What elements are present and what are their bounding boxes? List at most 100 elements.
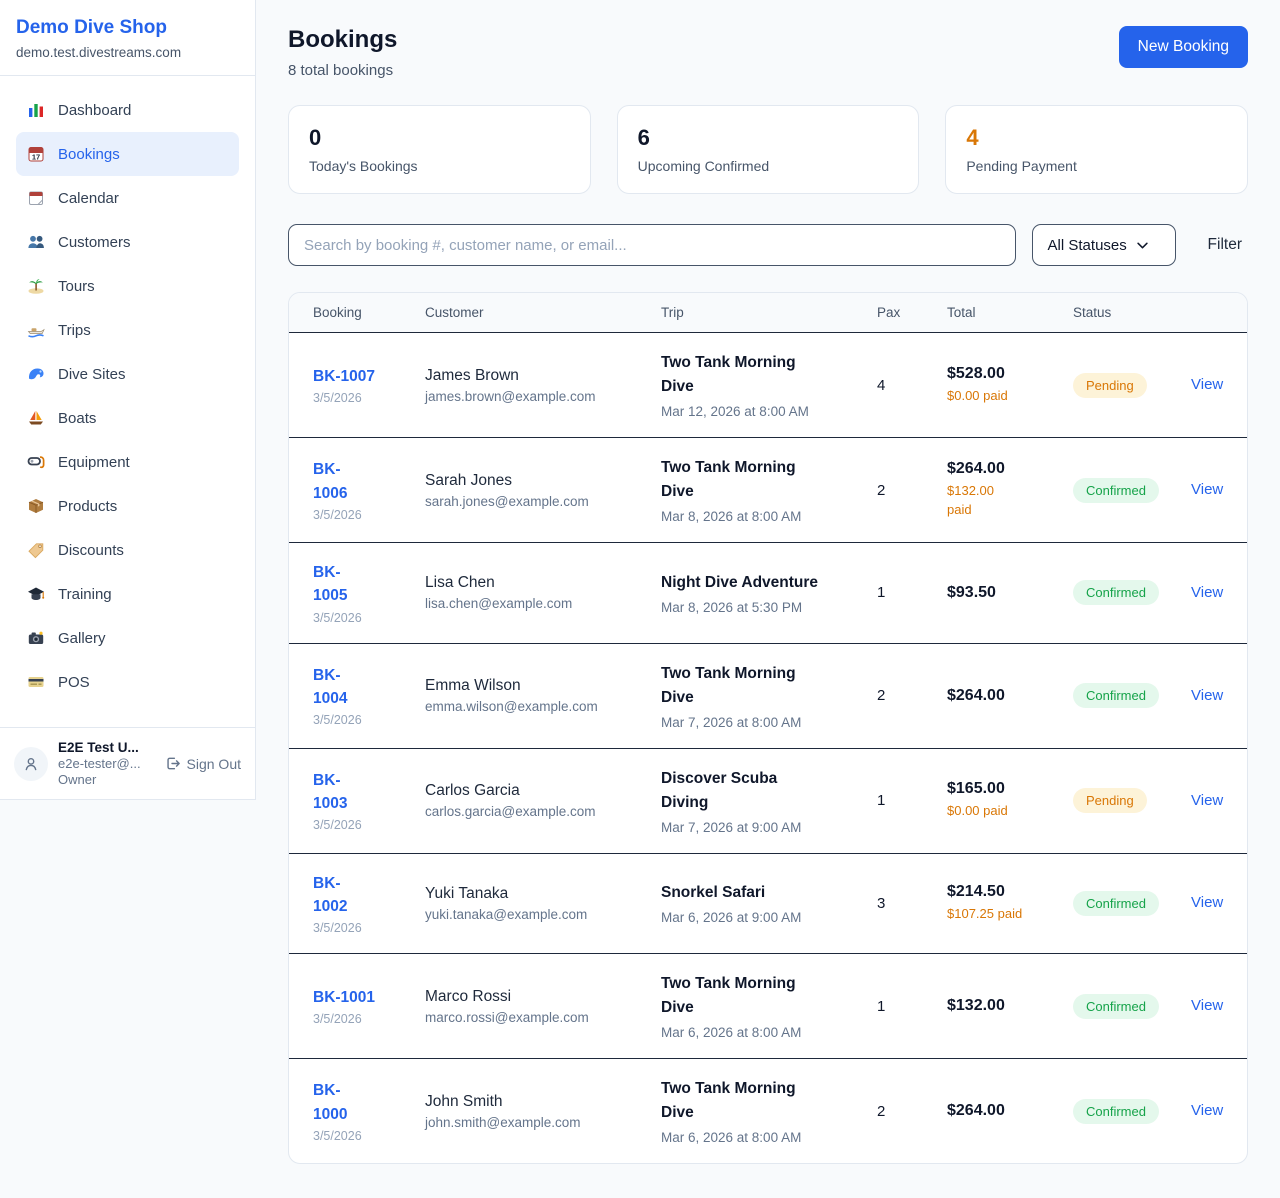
trip-cell: Two Tank Morning Dive Mar 7, 2026 at 8:0… xyxy=(661,662,877,730)
booking-id-link[interactable]: BK-1007 xyxy=(313,367,376,385)
stat-card-todays-bookings: 0 Today's Bookings xyxy=(288,105,591,194)
trip-name: Two Tank Morning Dive xyxy=(661,459,796,501)
pax-count: 2 xyxy=(877,481,886,499)
status-cell: Pending xyxy=(1073,788,1191,814)
sidebar-item-dashboard[interactable]: Dashboard xyxy=(16,88,239,132)
person-icon xyxy=(25,757,37,770)
view-link[interactable]: View xyxy=(1191,376,1224,394)
tag-icon xyxy=(27,541,45,559)
customer-name: Sarah Jones xyxy=(425,471,513,489)
booking-id-link[interactable]: BK- 1006 xyxy=(313,461,348,502)
sidebar-item-label: Bookings xyxy=(58,145,120,163)
sidebar-item-pos[interactable]: POS xyxy=(16,660,239,704)
status-badge: Confirmed xyxy=(1073,477,1159,503)
trip-name: Two Tank Morning Dive xyxy=(661,975,796,1017)
sidebar-item-label: POS xyxy=(58,673,90,691)
booking-cell: BK- 1006 3/5/2026 xyxy=(313,458,425,522)
view-link[interactable]: View xyxy=(1191,894,1224,912)
sign-out-button[interactable]: Sign Out xyxy=(164,755,241,772)
view-link[interactable]: View xyxy=(1191,686,1224,704)
status-cell: Confirmed xyxy=(1073,890,1191,916)
filter-button[interactable]: Filter xyxy=(1207,236,1242,253)
table-row: BK- 1002 3/5/2026 Yuki Tanaka yuki.tanak… xyxy=(289,854,1247,955)
sidebar-item-products[interactable]: Products xyxy=(16,484,239,528)
view-link[interactable]: View xyxy=(1191,1102,1224,1120)
table-row: BK- 1005 3/5/2026 Lisa Chen lisa.chen@ex… xyxy=(289,543,1247,644)
chevron-down-icon xyxy=(1137,242,1148,248)
shop-name: Demo Dive Shop xyxy=(16,17,167,38)
booking-id-link[interactable]: BK- 1005 xyxy=(313,564,348,605)
booking-id-link[interactable]: BK-1001 xyxy=(313,989,376,1007)
credit-card-icon xyxy=(27,673,45,691)
new-booking-button[interactable]: New Booking xyxy=(1118,26,1248,68)
camera-icon xyxy=(27,629,45,647)
customer-email: yuki.tanaka@example.com xyxy=(425,906,588,922)
sidebar-item-gallery[interactable]: Gallery xyxy=(16,616,239,660)
sailboat-icon xyxy=(27,409,45,427)
total-amount: $132.00 xyxy=(947,997,1005,1015)
trip-datetime: Mar 8, 2026 at 8:00 AM xyxy=(661,509,802,525)
booking-id-link[interactable]: BK- 1004 xyxy=(313,666,348,708)
customer-cell: Carlos Garcia carlos.garcia@example.com xyxy=(425,782,661,819)
sidebar-item-calendar[interactable]: Calendar xyxy=(16,176,239,220)
actions-cell: View xyxy=(1191,376,1223,394)
trip-cell: Snorkel Safari Mar 6, 2026 at 9:00 AM xyxy=(661,881,877,925)
booking-date: 3/5/2026 xyxy=(313,713,362,728)
user-name: E2E Test U... xyxy=(58,740,139,755)
booking-id-link[interactable]: BK- 1000 xyxy=(313,1082,348,1123)
view-link[interactable]: View xyxy=(1191,481,1224,499)
actions-cell: View xyxy=(1191,481,1223,499)
column-header-trip: Trip xyxy=(661,305,684,320)
actions-cell: View xyxy=(1191,997,1223,1015)
column-header-pax: Pax xyxy=(877,305,901,320)
sidebar-item-training[interactable]: Training xyxy=(16,572,239,616)
sidebar-item-boats[interactable]: Boats xyxy=(16,396,239,440)
trip-cell: Two Tank Morning Dive Mar 6, 2026 at 8:0… xyxy=(661,972,877,1040)
shop-domain: demo.test.divestreams.com xyxy=(16,45,182,60)
graduation-cap-icon xyxy=(27,585,45,603)
wave-icon xyxy=(27,365,45,383)
status-select[interactable]: All Statuses xyxy=(1031,224,1176,266)
avatar xyxy=(14,746,48,781)
sidebar-item-customers[interactable]: Customers xyxy=(16,220,239,264)
pax-count: 2 xyxy=(877,1102,886,1120)
table-row: BK- 1003 3/5/2026 Carlos Garcia carlos.g… xyxy=(289,749,1247,854)
trip-datetime: Mar 7, 2026 at 8:00 AM xyxy=(661,714,802,730)
sidebar-item-label: Training xyxy=(58,585,112,603)
view-link[interactable]: View xyxy=(1191,791,1224,809)
column-header-status: Status xyxy=(1073,305,1112,320)
sidebar-item-discounts[interactable]: Discounts xyxy=(16,528,239,572)
trip-datetime: Mar 6, 2026 at 8:00 AM xyxy=(661,1025,802,1041)
sidebar-item-label: Dive Sites xyxy=(58,365,126,383)
table-row: BK-1001 3/5/2026 Marco Rossi marco.rossi… xyxy=(289,954,1247,1060)
status-badge: Confirmed xyxy=(1073,580,1159,606)
table-row: BK-1007 3/5/2026 James Brown james.brown… xyxy=(289,333,1247,439)
stat-value: 0 xyxy=(309,125,322,150)
sidebar-item-bookings[interactable]: 17 Bookings xyxy=(16,132,239,176)
stat-label: Pending Payment xyxy=(966,158,1077,174)
table-body: BK-1007 3/5/2026 James Brown james.brown… xyxy=(289,333,1247,1163)
total-amount: $264.00 xyxy=(947,460,1005,478)
sidebar-item-equipment[interactable]: Equipment xyxy=(16,440,239,484)
search-input[interactable] xyxy=(288,224,1016,266)
customer-name: Marco Rossi xyxy=(425,987,512,1005)
sidebar-item-dive-sites[interactable]: Dive Sites xyxy=(16,352,239,396)
booking-cell: BK- 1004 3/5/2026 xyxy=(313,664,425,728)
pax-count: 1 xyxy=(877,997,886,1015)
status-badge: Pending xyxy=(1073,788,1147,814)
actions-cell: View xyxy=(1191,1102,1223,1120)
view-link[interactable]: View xyxy=(1191,997,1224,1015)
paid-amount: $132.00 paid xyxy=(947,483,994,518)
booking-id-link[interactable]: BK- 1003 xyxy=(313,771,348,813)
stat-label: Upcoming Confirmed xyxy=(637,158,770,174)
status-cell: Confirmed xyxy=(1073,683,1191,709)
sidebar-item-trips[interactable]: Trips xyxy=(16,308,239,352)
booking-id-link[interactable]: BK- 1002 xyxy=(313,874,348,915)
booking-date: 3/5/2026 xyxy=(313,1128,362,1143)
paid-amount: $0.00 paid xyxy=(947,803,1008,819)
table-row: BK- 1004 3/5/2026 Emma Wilson emma.wilso… xyxy=(289,644,1247,749)
trip-cell: Two Tank Morning Dive Mar 12, 2026 at 8:… xyxy=(661,351,877,419)
view-link[interactable]: View xyxy=(1191,583,1224,601)
sidebar-item-tours[interactable]: Tours xyxy=(16,264,239,308)
people-icon xyxy=(27,233,45,251)
